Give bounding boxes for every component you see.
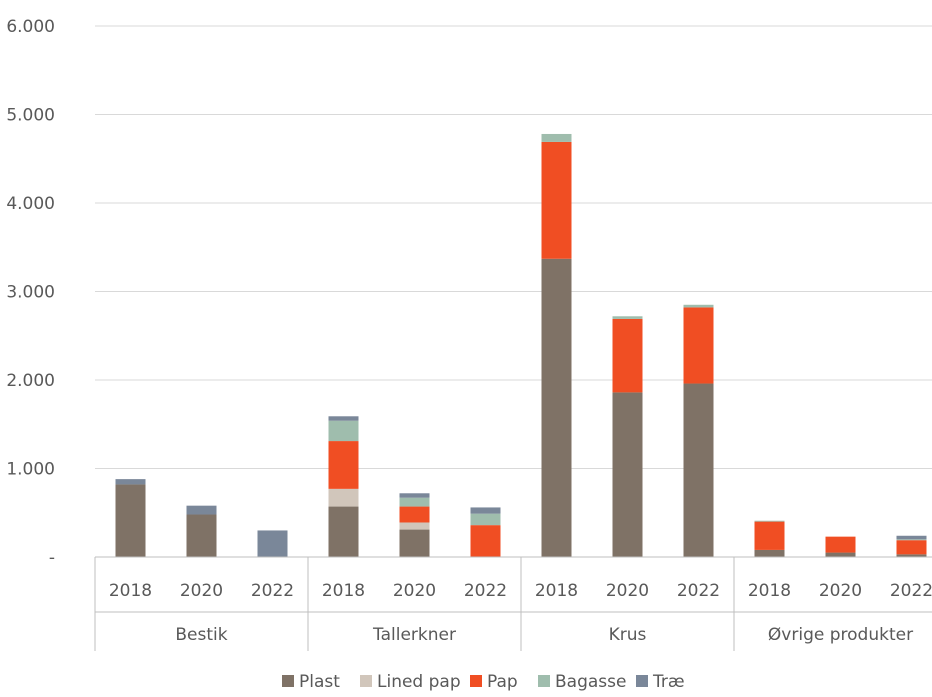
y-tick-label: 6.000	[6, 17, 55, 37]
group-label: Bestik	[175, 625, 227, 645]
x-tick-label: 2018	[109, 581, 152, 601]
x-axis: 2018 2020 2022 Bestik 2018 2020 2022 Tallerkner…	[94, 556, 932, 651]
legend-label: Lined pap	[377, 672, 461, 692]
legend-swatch	[360, 675, 372, 687]
legend-label: Bagasse	[555, 672, 626, 692]
group-label: Krus	[609, 625, 647, 645]
bar-segment-træ	[186, 505, 217, 515]
bar-segment-træ	[328, 416, 359, 421]
legend-label: Pap	[487, 672, 518, 692]
x-tick-label: 2022	[890, 581, 932, 601]
bar-segment-bagasse	[328, 420, 359, 442]
bar-segment-plast	[612, 392, 643, 557]
y-tick-label: 3.000	[6, 283, 55, 303]
bar-segment-plast	[825, 552, 856, 557]
bar-segment-pap	[683, 307, 714, 384]
x-tick-label: 2022	[677, 581, 720, 601]
bar-segment-pap	[612, 318, 643, 393]
bar-segment-træ	[896, 535, 927, 540]
bar-segment-pap	[328, 441, 359, 489]
bar-segment-pap	[470, 525, 501, 557]
x-tick-label: 2018	[748, 581, 791, 601]
bar-segment-plast	[683, 383, 714, 557]
bar-segment-lined-pap	[328, 488, 359, 507]
bar-segment-plast	[186, 514, 217, 557]
bar-segment-træ	[470, 507, 501, 514]
x-tick-label: 2022	[464, 581, 507, 601]
x-tick-label: 2022	[251, 581, 294, 601]
gridlines	[95, 25, 932, 469]
bar-segment-pap	[825, 536, 856, 553]
legend: Plast Lined pap Pap Bagasse Træ	[282, 672, 685, 692]
y-tick-label: 5.000	[6, 106, 55, 126]
bar-segment-plast	[328, 506, 359, 557]
bar-segment-pap	[896, 540, 927, 555]
bar-segment-bagasse	[683, 304, 714, 308]
bar-segment-træ	[399, 493, 430, 498]
legend-label: Plast	[299, 672, 340, 692]
x-tick-label: 2018	[322, 581, 365, 601]
bar-segment-bagasse	[541, 133, 572, 142]
bar-segment-bagasse	[399, 497, 430, 507]
legend-swatch	[282, 675, 294, 687]
bar-segment-plast	[896, 554, 927, 557]
x-tick-label: 2018	[535, 581, 578, 601]
bar-segment-plast	[541, 258, 572, 557]
legend-swatch	[636, 675, 648, 687]
bar-segment-bagasse	[896, 539, 927, 541]
legend-swatch	[538, 675, 550, 687]
bar-segment-plast	[754, 549, 785, 557]
bar-segment-træ	[115, 479, 146, 485]
bar-segment-pap	[399, 506, 430, 523]
bar-segment-plast	[115, 484, 146, 557]
bar-segment-bagasse	[754, 520, 785, 522]
legend-label: Træ	[652, 672, 685, 692]
bar-segment-pap	[754, 521, 785, 550]
bar-segment-bagasse	[470, 513, 501, 526]
y-tick-label: 2.000	[6, 371, 55, 391]
x-tick-label: 2020	[180, 581, 223, 601]
bar-segment-plast	[399, 529, 430, 557]
bars	[115, 133, 927, 557]
x-tick-label: 2020	[819, 581, 862, 601]
y-tick-label: -	[49, 548, 55, 568]
group-label: Tallerkner	[372, 625, 456, 645]
y-tick-label: 1.000	[6, 460, 55, 480]
x-tick-label: 2020	[393, 581, 436, 601]
bar-segment-lined-pap	[399, 522, 430, 530]
y-axis-tick-labels: - 1.000 2.000 3.000 4.000 5.000 6.000	[6, 17, 55, 568]
y-tick-label: 4.000	[6, 194, 55, 214]
bar-segment-træ	[257, 530, 288, 557]
legend-swatch	[470, 675, 482, 687]
bar-segment-pap	[541, 141, 572, 259]
group-label: Øvrige produkter	[768, 625, 913, 645]
bar-segment-bagasse	[612, 316, 643, 319]
x-tick-label: 2020	[606, 581, 649, 601]
